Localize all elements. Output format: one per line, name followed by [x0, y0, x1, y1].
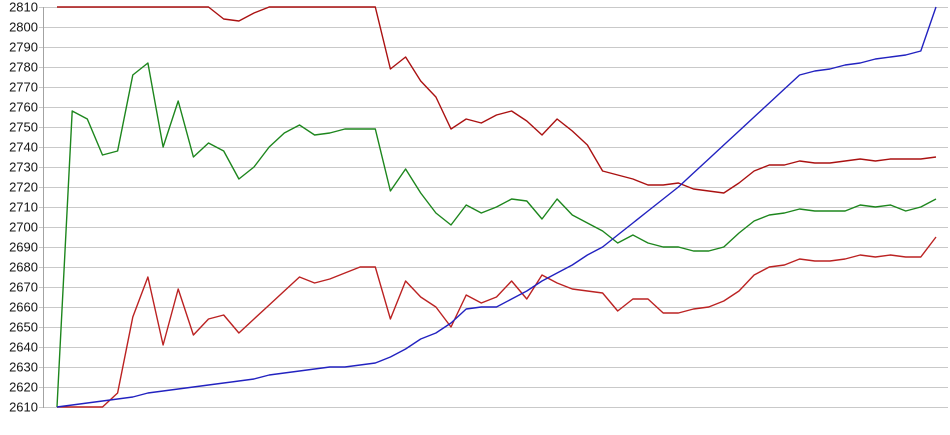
series-line-blue: [56, 6, 937, 408]
y-axis-label: 2680: [9, 260, 38, 275]
y-axis-label: 2650: [9, 320, 38, 335]
y-axis-label: 2790: [9, 40, 38, 55]
y-axis-label: 2700: [9, 220, 38, 235]
y-axis-label: 2750: [9, 120, 38, 135]
y-axis-label: 2660: [9, 300, 38, 315]
y-axis-label: 2710: [9, 200, 38, 215]
y-axis-label: 2770: [9, 80, 38, 95]
y-axis-label: 2810: [9, 0, 38, 15]
y-axis-label: 2760: [9, 100, 38, 115]
y-axis-label: 2640: [9, 340, 38, 355]
y-axis-label: 2610: [9, 400, 38, 415]
y-axis-label: 2630: [9, 360, 38, 375]
series-line-dark-red-upper: [57, 6, 937, 194]
series-line-green: [56, 62, 937, 408]
y-axis-label: 2720: [9, 180, 38, 195]
y-axis-label: 2740: [9, 140, 38, 155]
y-axis-label: 2690: [9, 240, 38, 255]
y-axis-label: 2800: [9, 20, 38, 35]
y-axis-label: 2730: [9, 160, 38, 175]
y-axis-label: 2780: [9, 60, 38, 75]
y-axis-label: 2620: [9, 380, 38, 395]
y-axis-label: 2670: [9, 280, 38, 295]
series-line-dark-red-lower: [57, 236, 937, 408]
